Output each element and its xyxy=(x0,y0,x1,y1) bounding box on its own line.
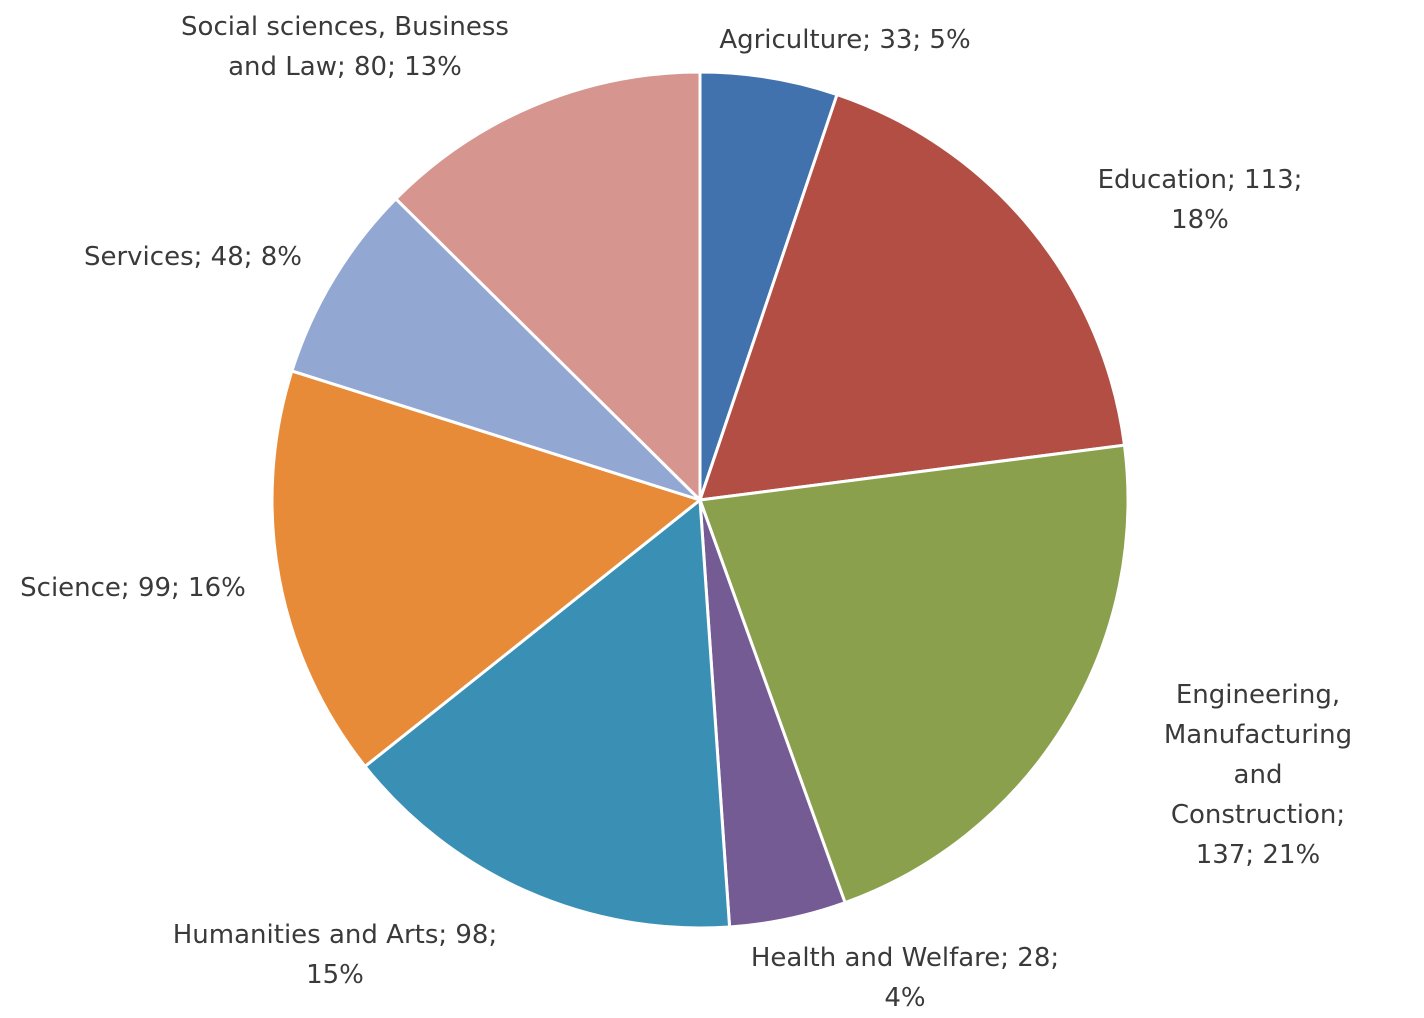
slice-label-agriculture: Agriculture; 33; 5% xyxy=(719,25,971,55)
slice-label-engineering-manufacturing-and-construction: Engineering, Manufacturing and Construct… xyxy=(1163,680,1353,870)
slice-label-social-sciences-business-and-law: Social sciences, Business and Law; 80; 1… xyxy=(181,12,509,82)
pie-slice-science xyxy=(270,369,704,769)
pie-slice-humanities-and-arts xyxy=(362,497,732,930)
pie-slice-education xyxy=(697,92,1127,502)
slice-label-science: Science; 99; 16% xyxy=(20,573,246,603)
pie-slice-social-sciences-business-and-law xyxy=(393,70,702,504)
pie-slice-agriculture xyxy=(698,70,839,501)
slice-label-services: Services; 48; 8% xyxy=(83,242,303,272)
slice-label-health-and-welfare: Health and Welfare; 28; 4% xyxy=(750,943,1060,1013)
pie-slice-services xyxy=(290,196,702,502)
slice-label-education: Education; 113; 18% xyxy=(1097,165,1303,235)
pie-slice-engineering-manufacturing-and-construction xyxy=(697,443,1130,905)
slice-label-humanities-and-arts: Humanities and Arts; 98; 15% xyxy=(172,920,498,990)
